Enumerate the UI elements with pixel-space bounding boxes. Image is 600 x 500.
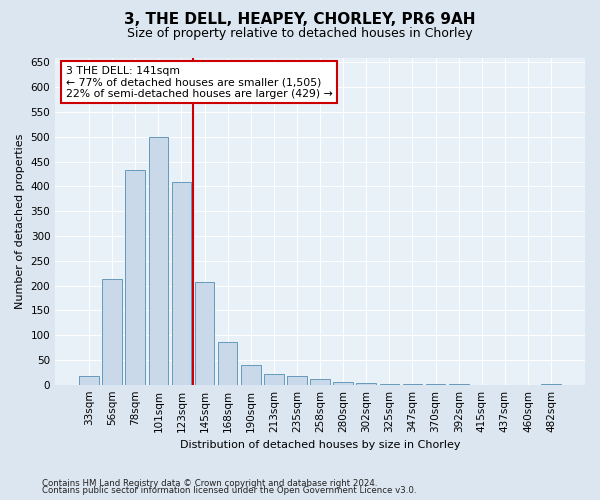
Bar (334, 382, 353, 384)
Bar (79, 376, 99, 384)
Y-axis label: Number of detached properties: Number of detached properties (15, 134, 25, 309)
Text: 3, THE DELL, HEAPEY, CHORLEY, PR6 9AH: 3, THE DELL, HEAPEY, CHORLEY, PR6 9AH (124, 12, 476, 28)
Bar (149, 137, 168, 384)
Bar (218, 342, 238, 384)
Bar (241, 365, 260, 384)
Bar (172, 182, 191, 384)
Text: 3 THE DELL: 141sqm
← 77% of detached houses are smaller (1,505)
22% of semi-deta: 3 THE DELL: 141sqm ← 77% of detached hou… (66, 66, 332, 99)
Bar (103, 278, 122, 384)
Bar (264, 374, 284, 384)
X-axis label: Distribution of detached houses by size in Chorley: Distribution of detached houses by size … (180, 440, 460, 450)
Bar (195, 282, 214, 384)
Text: Contains public sector information licensed under the Open Government Licence v3: Contains public sector information licen… (42, 486, 416, 495)
Bar (310, 378, 330, 384)
Bar (125, 170, 145, 384)
Text: Size of property relative to detached houses in Chorley: Size of property relative to detached ho… (127, 28, 473, 40)
Bar (356, 383, 376, 384)
Bar (287, 376, 307, 384)
Text: Contains HM Land Registry data © Crown copyright and database right 2024.: Contains HM Land Registry data © Crown c… (42, 478, 377, 488)
